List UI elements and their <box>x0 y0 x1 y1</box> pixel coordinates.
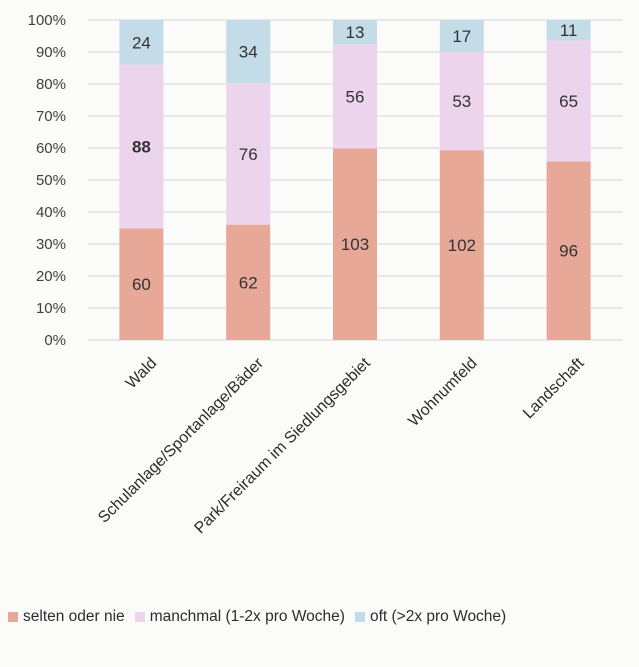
x-category-label: Landschaft <box>520 354 588 422</box>
legend-swatch <box>134 612 145 622</box>
y-tick-label: 90% <box>36 44 66 61</box>
x-category-label: Wald <box>123 355 160 392</box>
data-label: 17 <box>452 27 471 46</box>
x-category-label: Wohnumfeld <box>405 355 480 430</box>
legend-item-oft: oft (>2x pro Woche) <box>354 608 507 626</box>
bar-segment <box>333 148 377 340</box>
y-tick-label: 50% <box>36 172 66 189</box>
data-label: 62 <box>239 273 258 292</box>
data-label: 53 <box>452 92 471 111</box>
data-label: 96 <box>559 242 578 261</box>
x-category-label: Park/Freiraum im Siedlungsgebiet <box>191 354 374 537</box>
bar-segment <box>439 150 484 340</box>
y-tick-label: 60% <box>36 140 66 157</box>
legend-swatch <box>354 612 365 622</box>
y-tick-label: 40% <box>36 204 66 221</box>
legend-swatch <box>8 612 18 622</box>
data-labels: 60 88 24 62 76 34 103 56 13 102 53 17 96 65 11 <box>132 21 578 294</box>
y-tick-label: 20% <box>36 268 66 285</box>
data-label: 103 <box>341 235 369 254</box>
legend-item-selten: selten oder nie <box>8 608 125 626</box>
bar-segment <box>439 20 484 52</box>
y-tick-label: 80% <box>36 76 66 93</box>
bar-segment <box>439 51 484 151</box>
bar-segment <box>546 161 591 340</box>
legend-label: selten oder nie <box>23 608 125 625</box>
bars <box>119 20 591 340</box>
y-axis-ticks: 0% 10% 20% 30% 40% 50% 60% 70% 80% 90% 100% <box>28 12 66 349</box>
bar-segment <box>333 44 377 149</box>
data-label: 13 <box>346 23 365 42</box>
data-label: 34 <box>239 43 258 62</box>
bar-segment <box>333 20 377 45</box>
y-tick-label: 0% <box>44 332 66 349</box>
data-label: 24 <box>132 33 151 52</box>
x-axis-labels: WaldSchulanlage/Sportanlage/BäderPark/Fr… <box>95 354 588 537</box>
bar-segment <box>226 83 271 225</box>
data-label: 65 <box>559 92 578 111</box>
bar-segment <box>226 20 271 84</box>
stacked-bar-chart: 0% 10% 20% 30% 40% 50% 60% 70% 80% 90% 100% 60 88 24… <box>28 12 622 537</box>
y-tick-label: 100% <box>28 12 66 29</box>
data-label: 60 <box>132 275 151 294</box>
data-label: 88 <box>132 138 151 157</box>
data-label: 56 <box>346 87 365 106</box>
legend-item-manchmal: manchmal (1-2x pro Woche) <box>134 608 345 626</box>
data-label: 11 <box>560 21 578 40</box>
bar-segment <box>226 224 271 340</box>
bar-segment <box>546 40 591 162</box>
y-tick-label: 10% <box>36 300 66 317</box>
y-tick-label: 70% <box>36 108 66 125</box>
legend-label: manchmal (1-2x pro Woche) <box>149 608 345 625</box>
legend-label: oft (>2x pro Woche) <box>369 608 507 625</box>
y-tick-label: 30% <box>36 236 66 253</box>
data-label: 102 <box>448 236 476 255</box>
x-category-label: Schulanlage/Sportanlage/Bäder <box>95 354 267 526</box>
data-label: 76 <box>239 145 258 164</box>
bar-segment <box>119 64 164 229</box>
bar-segment <box>546 20 591 41</box>
bar-segment <box>119 20 164 65</box>
bar-segment <box>119 228 164 340</box>
legend: selten oder nie manchmal (1-2x pro Woche… <box>8 608 633 626</box>
